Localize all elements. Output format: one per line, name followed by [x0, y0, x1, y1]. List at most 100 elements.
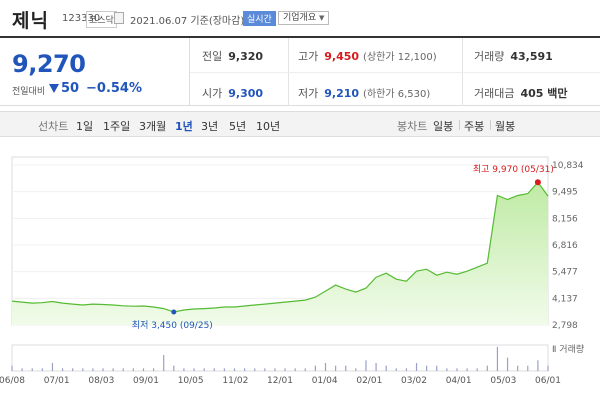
volume-bar	[517, 365, 519, 371]
company-overview-button[interactable]: 기업개요 ▼	[278, 11, 330, 25]
low-price: 저가 9,210 (하한가 6,530)	[298, 85, 430, 101]
price-summary: 9,270 전일대비 50 −0.54% 전일 9,320 시가 9,300 고가 9…	[0, 36, 600, 106]
volume-bar	[476, 368, 478, 371]
volume-bar	[21, 368, 23, 371]
volume-bar	[264, 368, 266, 371]
tab-1d[interactable]: 1일	[76, 120, 94, 133]
y-tick-label: 10,834	[552, 161, 584, 171]
volume-bar	[375, 363, 377, 371]
volume-bar	[405, 368, 408, 371]
tab-weekly[interactable]: 주봉	[464, 120, 485, 133]
y-tick-label: 5,477	[552, 268, 578, 278]
volume-bar	[203, 368, 205, 371]
volume-bar	[294, 368, 296, 371]
chevron-down-icon: ▼	[319, 14, 325, 22]
volume-legend: Ⅱ 거래량	[552, 343, 584, 355]
high-price: 고가 9,450 (상한가 12,100)	[298, 48, 437, 64]
volume-bar	[415, 363, 418, 371]
open-label: 시가	[202, 87, 223, 100]
x-tick-label: 11/02	[222, 376, 248, 386]
volume-bar	[102, 368, 104, 371]
x-tick-label: 07/01	[44, 376, 70, 386]
volume-bar	[72, 368, 74, 371]
x-tick-label: 06/08	[0, 376, 25, 386]
volume-bar	[345, 365, 347, 371]
volume-bar	[304, 368, 306, 371]
volume-bar	[537, 360, 539, 371]
volume-bar	[173, 365, 175, 371]
volume-bar	[254, 368, 256, 371]
low-point	[171, 309, 177, 315]
change-percent: −0.54%	[86, 81, 142, 96]
tab-3m[interactable]: 3개월	[139, 120, 167, 133]
tab-1w[interactable]: 1주일	[103, 120, 131, 133]
price-chart-svg: 10,834 9,495 8,156 6,816 5,477 4,137 2,798 최고 9…	[0, 156, 584, 386]
volume-bar	[92, 368, 94, 371]
volume-bar	[11, 365, 13, 371]
volume-bar	[395, 368, 397, 371]
lower-limit: (하한가 6,530)	[363, 89, 431, 100]
volume-bar	[152, 368, 155, 371]
volume-bar	[486, 365, 488, 371]
x-tick-label: 09/01	[133, 376, 159, 386]
volume-bar	[244, 368, 246, 371]
tab-daily[interactable]: 일봉	[433, 120, 454, 133]
x-tick-label: 03/02	[401, 376, 427, 386]
volume-bar	[335, 365, 337, 371]
stock-header: 제닉 123330 코스닥 2021.06.07 기준(장마감) 실시간 기업개…	[0, 0, 600, 36]
volume-bar	[132, 368, 134, 371]
y-tick-label: 2,798	[552, 321, 578, 331]
volume-bar	[163, 355, 165, 371]
volume-bar	[466, 368, 468, 371]
volume-stat: 거래량 43,591	[474, 48, 553, 64]
current-price: 9,270	[12, 50, 86, 78]
volume-bar	[365, 360, 367, 371]
x-tick-label: 08/03	[88, 376, 114, 386]
volume-bar	[527, 365, 529, 371]
high-annotation: 최고 9,970 (05/31)	[473, 164, 554, 175]
x-tick-label: 10/05	[178, 376, 204, 386]
divider	[459, 120, 460, 130]
base-date: 2021.06.07 기준(장마감)	[130, 16, 245, 27]
volume-bar	[355, 368, 357, 371]
volume-bar	[274, 368, 276, 371]
prev-close-value: 9,320	[228, 50, 264, 63]
y-tick-label: 6,816	[552, 241, 578, 251]
volume-bar	[112, 368, 114, 371]
low-label: 저가	[298, 87, 319, 100]
volume-bar	[496, 347, 499, 371]
volume-bar	[223, 368, 225, 371]
volume-bar	[314, 365, 316, 371]
volume-label: 거래량	[474, 50, 505, 63]
x-tick-label: 12/01	[267, 376, 293, 386]
volume-bar	[426, 365, 428, 371]
tab-monthly[interactable]: 월봉	[495, 120, 516, 133]
document-icon[interactable]	[114, 12, 124, 24]
x-tick-label: 05/03	[490, 376, 516, 386]
tab-10y[interactable]: 10년	[256, 120, 281, 133]
stock-code: 123330	[62, 13, 101, 24]
volume-bar	[41, 368, 43, 371]
realtime-button[interactable]: 실시간	[243, 11, 276, 26]
volume-bar	[193, 368, 195, 371]
volume-bar	[61, 368, 64, 371]
low-value: 9,210	[324, 87, 360, 100]
x-tick-label: 01/04	[312, 376, 338, 386]
volume-bar	[456, 368, 458, 371]
tab-1y[interactable]: 1년	[175, 120, 193, 133]
tab-5y[interactable]: 5년	[229, 120, 247, 133]
line-chart-label: 선차트	[38, 120, 69, 133]
price-chart: 10,834 9,495 8,156 6,816 5,477 4,137 2,798 최고 9…	[0, 145, 600, 405]
open-value: 9,300	[228, 87, 264, 100]
volume-bar	[385, 365, 387, 371]
volume-bar	[324, 363, 327, 371]
volume-bar	[436, 365, 438, 371]
tab-3y[interactable]: 3년	[201, 120, 219, 133]
volume-bar	[51, 363, 54, 371]
volume-bar	[213, 368, 215, 371]
high-label: 고가	[298, 50, 319, 63]
open-price: 시가 9,300	[202, 85, 263, 101]
amount-label: 거래대금	[474, 87, 515, 100]
volume-bar	[547, 365, 549, 371]
x-tick-label: 06/01	[535, 376, 561, 386]
